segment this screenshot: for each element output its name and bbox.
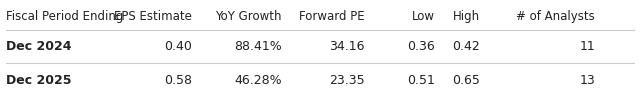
Text: Low: Low (412, 10, 435, 23)
Text: 13: 13 (579, 74, 595, 87)
Text: 0.58: 0.58 (164, 74, 192, 87)
Text: EPS Estimate: EPS Estimate (114, 10, 192, 23)
Text: 11: 11 (579, 39, 595, 53)
Text: 0.40: 0.40 (164, 39, 192, 53)
Text: # of Analysts: # of Analysts (516, 10, 595, 23)
Text: Dec 2025: Dec 2025 (6, 74, 72, 87)
Text: 0.51: 0.51 (407, 74, 435, 87)
Text: Forward PE: Forward PE (299, 10, 365, 23)
Text: 46.28%: 46.28% (234, 74, 282, 87)
Text: 88.41%: 88.41% (234, 39, 282, 53)
Text: 0.36: 0.36 (408, 39, 435, 53)
Text: High: High (453, 10, 480, 23)
Text: 0.65: 0.65 (452, 74, 480, 87)
Text: Fiscal Period Ending: Fiscal Period Ending (6, 10, 124, 23)
Text: YoY Growth: YoY Growth (215, 10, 282, 23)
Text: 23.35: 23.35 (329, 74, 365, 87)
Text: 34.16: 34.16 (330, 39, 365, 53)
Text: 0.42: 0.42 (452, 39, 480, 53)
Text: Dec 2024: Dec 2024 (6, 39, 72, 53)
